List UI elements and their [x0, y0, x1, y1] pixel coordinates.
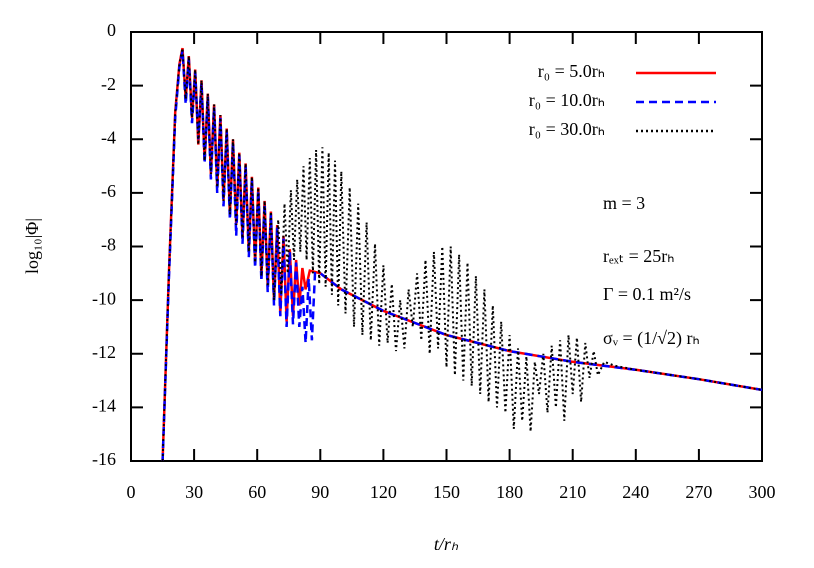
x-tick-label: 120	[370, 482, 397, 502]
y-tick-label: -12	[92, 342, 116, 362]
annotation: Γ = 0.1 m²/s	[603, 284, 691, 304]
legend-label: r₀ = 10.0rₕ	[529, 90, 605, 110]
series-line	[161, 47, 762, 461]
y-tick-label: -4	[101, 127, 116, 147]
series-line	[161, 50, 762, 461]
annotation: rₑₓₜ = 25rₕ	[603, 246, 675, 266]
x-tick-label: 30	[185, 482, 203, 502]
y-tick-label: 0	[107, 20, 116, 40]
x-tick-label: 300	[749, 482, 776, 502]
y-tick-label: -2	[101, 74, 116, 94]
annotation: σᵥ = (1/√2) rₕ	[603, 328, 700, 349]
x-tick-label: 0	[127, 482, 136, 502]
x-tick-label: 90	[311, 482, 329, 502]
x-axis-label: t/rₕ	[434, 534, 459, 554]
plot-area	[161, 47, 762, 461]
x-tick-label: 150	[433, 482, 460, 502]
x-tick-label: 60	[248, 482, 266, 502]
annotation: m = 3	[603, 193, 645, 213]
x-tick-label: 240	[622, 482, 649, 502]
x-tick-label: 270	[685, 482, 712, 502]
legend-label: r₀ = 30.0rₕ	[529, 119, 605, 139]
x-tick-label: 180	[496, 482, 523, 502]
legend-label: r₀ = 5.0rₕ	[538, 61, 605, 81]
y-axis-label: log₁₀|Φ|	[22, 218, 42, 274]
x-tick-label: 210	[559, 482, 586, 502]
y-tick-label: -16	[92, 449, 116, 469]
y-tick-label: -8	[101, 235, 116, 255]
y-tick-label: -10	[92, 288, 116, 308]
y-tick-label: -14	[92, 396, 116, 416]
y-tick-label: -6	[101, 181, 116, 201]
